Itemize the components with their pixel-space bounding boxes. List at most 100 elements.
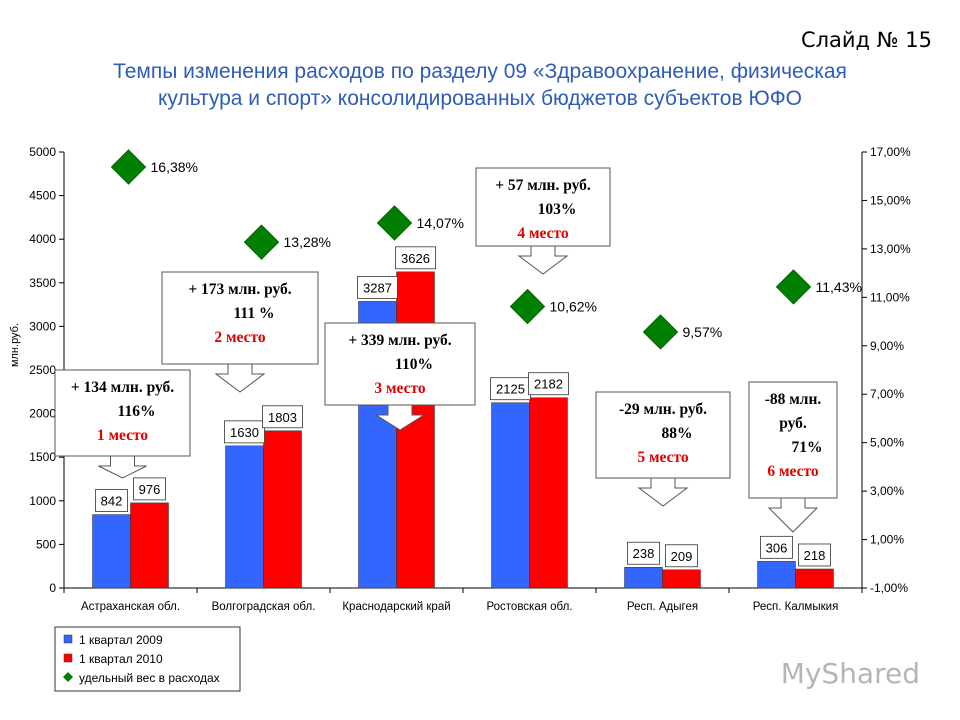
y-tick-label: 4500: [29, 189, 56, 203]
y-tick-label: 1500: [29, 450, 56, 464]
bar: [396, 271, 435, 589]
x-tick-label: Респ. Адыгея: [627, 601, 698, 613]
x-tick-label: Ростовская обл.: [486, 601, 572, 613]
y2-tick-label: 13,00%: [870, 242, 911, 256]
callout-arrow: [767, 497, 819, 533]
bar: [757, 561, 796, 589]
callout-text: + 134 млн. руб.: [71, 379, 174, 396]
callout-text: 71%: [792, 439, 823, 456]
value-label: 2125: [496, 382, 525, 397]
callout-text: -29 млн. руб.: [619, 401, 707, 418]
callout-text: 111 %: [234, 305, 275, 322]
callout-text: + 339 млн. руб.: [348, 332, 451, 349]
callout-rank: 2 место: [214, 329, 266, 346]
callout-box: [595, 391, 731, 479]
bar: [662, 569, 701, 589]
value-label: 1630: [230, 425, 259, 440]
callout-text: 110%: [395, 356, 433, 373]
callout-arrow: [637, 477, 689, 507]
y-tick-label: 3500: [29, 276, 56, 290]
bar: [225, 445, 264, 589]
callout-text: + 173 млн. руб.: [188, 281, 291, 298]
callout: + 57 млн. руб. 103% 4 место: [475, 167, 611, 275]
x-tick-label: Краснодарский край: [342, 601, 450, 613]
value-label: 306: [766, 540, 788, 555]
callout-rank: 6 место: [767, 463, 819, 480]
callout-box: [161, 271, 319, 365]
value-label-box: [262, 405, 303, 429]
callout-arrow: [374, 404, 426, 431]
x-tick-label: Волгоградская обл.: [212, 601, 316, 613]
y2-tick-label: 11,00%: [870, 290, 910, 304]
share-label: 11,43%: [816, 279, 862, 295]
y-tick-label: 3000: [29, 319, 56, 333]
value-label: 842: [101, 494, 123, 509]
legend-label: 1 квартал 2009: [79, 633, 163, 647]
callout-text: 116%: [118, 403, 156, 420]
legend-swatch: [63, 672, 73, 682]
legend-swatch: [63, 634, 73, 644]
callout-box: [748, 381, 838, 499]
share-point: [110, 149, 147, 185]
share-label: 14,07%: [417, 215, 464, 231]
y2-tick-label: 1,00%: [870, 533, 904, 547]
value-label: 209: [671, 549, 693, 564]
y2-tick-label: 3,00%: [870, 484, 904, 498]
callout-rank: 5 место: [637, 449, 689, 466]
bar: [130, 502, 169, 589]
bar: [624, 566, 663, 589]
value-label-box: [357, 275, 398, 299]
page-title: Темпы изменения расходов по разделу 09 «…: [40, 58, 920, 112]
value-label-box: [760, 535, 793, 559]
y2-tick-label: 15,00%: [870, 193, 911, 207]
value-label-box: [798, 543, 831, 567]
callout-arrow: [98, 455, 147, 479]
callout-text: + 57 млн. руб.: [495, 177, 591, 194]
callout-text: руб.: [779, 415, 807, 432]
callout: + 134 млн. руб. 116% 1 место: [54, 369, 191, 479]
bar: [491, 402, 530, 589]
callout-arrow: [214, 363, 266, 393]
legend-swatch: [63, 653, 73, 663]
callout: + 339 млн. руб. 110% 3 место: [324, 322, 476, 431]
share-point: [376, 205, 413, 241]
share-point: [642, 314, 679, 350]
legend: [54, 626, 241, 692]
y2-tick-label: 17,00%: [870, 145, 911, 159]
value-label-box: [665, 544, 698, 568]
callout-arrow: [517, 245, 569, 275]
value-label: 1803: [268, 410, 297, 425]
y-tick-label: 2500: [29, 363, 56, 377]
callout: -88 млн. руб. 71% 6 место: [748, 381, 838, 533]
title-line-2: культура и спорт» консолидированных бюдж…: [157, 87, 802, 110]
share-point: [243, 224, 280, 260]
value-label-box: [133, 477, 166, 501]
y2-tick-label: 5,00%: [870, 436, 904, 450]
share-label: 10,62%: [550, 299, 597, 315]
value-label-box: [95, 489, 128, 512]
callout-text: -88 млн.: [765, 391, 822, 408]
value-label: 3287: [363, 280, 392, 295]
y2-tick-label: -1,00%: [870, 581, 908, 595]
y-tick-label: 1000: [29, 494, 56, 508]
y2-tick-label: 7,00%: [870, 387, 904, 401]
callout-box: [54, 369, 191, 457]
bar: [263, 430, 302, 589]
slide-number: Слайд № 15: [800, 28, 932, 52]
share-point: [775, 269, 812, 305]
value-label: 218: [804, 548, 826, 563]
share-label: 9,57%: [683, 324, 723, 340]
legend-label: 1 квартал 2010: [79, 652, 163, 666]
y-tick-label: 5000: [29, 145, 56, 159]
legend-label: удельный вес в расходах: [79, 671, 220, 685]
watermark: MyShared: [780, 657, 920, 690]
bar: [92, 514, 131, 589]
share-label: 13,28%: [284, 234, 331, 250]
y-tick-label: 500: [36, 537, 56, 551]
callout-rank: 3 место: [374, 380, 426, 397]
share-point: [509, 288, 546, 325]
x-tick-label: Респ. Калмыкия: [753, 601, 839, 613]
value-label: 976: [139, 482, 161, 497]
value-label-box: [224, 420, 265, 444]
